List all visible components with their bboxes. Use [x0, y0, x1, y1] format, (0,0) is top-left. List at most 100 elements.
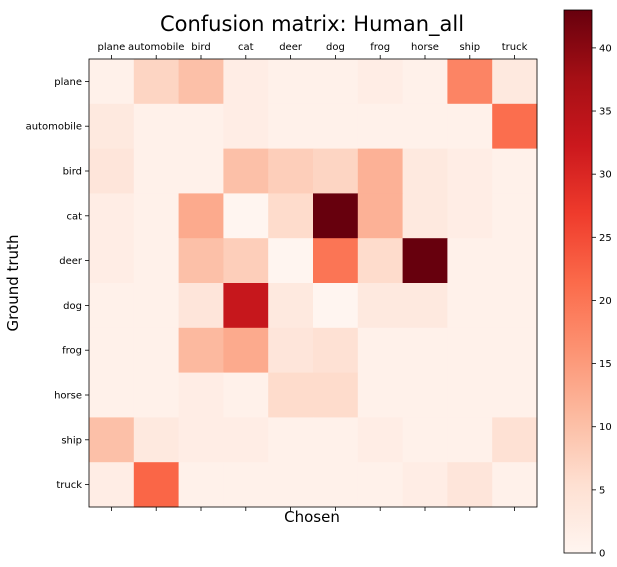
heatmap-cells: [89, 59, 538, 508]
y-tick-label-plane: plane: [54, 77, 82, 88]
heatmap-cell-plane-truck: [492, 59, 538, 105]
heatmap-cell-cat-bird: [178, 193, 224, 239]
heatmap-cell-plane-bird: [178, 59, 224, 105]
heatmap-cell-bird-truck: [492, 148, 538, 194]
heatmap-cell-horse-frog: [357, 372, 404, 418]
y-tick-label-horse: horse: [54, 391, 82, 402]
y-axis-label: Ground truth: [4, 235, 22, 332]
heatmap-cell-deer-cat: [223, 238, 269, 284]
x-tick-label-plane: plane: [98, 42, 126, 53]
heatmap-cell-plane-frog: [357, 59, 404, 105]
plot-frame: [88, 58, 538, 508]
heatmap-cell-truck-frog: [357, 462, 404, 508]
heatmap-cell-ship-automobile: [133, 417, 180, 463]
heatmap-cell-ship-plane: [89, 417, 135, 463]
x-tick-label-deer: deer: [279, 42, 303, 53]
heatmap-cell-deer-automobile: [133, 238, 180, 284]
heatmap-cell-ship-dog: [313, 417, 359, 463]
x-tick-label-cat: cat: [238, 42, 254, 53]
heatmap-cell-truck-truck: [492, 462, 538, 508]
heatmap-cell-horse-automobile: [133, 372, 180, 418]
colorbar-ticks: 0 5 10 15 20 25 30 35 40: [592, 43, 612, 560]
heatmap-cell-automobile-automobile: [133, 103, 180, 150]
colorbar: 0 5 10 15 20 25 30 35 40: [563, 9, 612, 560]
heatmap-cell-dog-deer: [268, 283, 314, 329]
heatmap-cell-ship-frog: [357, 417, 404, 463]
heatmap-cell-deer-ship: [447, 238, 493, 284]
heatmap-cell-bird-horse: [402, 148, 448, 194]
heatmap-cell-plane-plane: [89, 59, 135, 105]
heatmap-cell-truck-dog: [313, 462, 359, 508]
heatmap-cell-plane-ship: [447, 59, 493, 105]
heatmap-cell-plane-cat: [223, 59, 269, 105]
heatmap-cell-cat-ship: [447, 193, 493, 239]
heatmap-cell-frog-horse: [402, 327, 448, 374]
heatmap-cell-frog-bird: [178, 327, 224, 374]
heatmap-cell-frog-truck: [492, 327, 538, 374]
heatmap-cell-horse-bird: [178, 372, 224, 418]
heatmap-cell-bird-automobile: [133, 148, 180, 194]
heatmap-cell-truck-cat: [223, 462, 269, 508]
x-tick-label-horse: horse: [411, 42, 439, 53]
heatmap-cell-ship-horse: [402, 417, 448, 463]
heatmap-cell-bird-deer: [268, 148, 314, 194]
heatmap-cell-cat-automobile: [133, 193, 180, 239]
heatmap-cell-horse-cat: [223, 372, 269, 418]
x-tick-label-ship: ship: [459, 42, 480, 53]
colorbar-tick-label: 40: [599, 43, 612, 54]
colorbar-tick-label: 35: [599, 107, 612, 118]
x-tick-label-dog: dog: [326, 42, 345, 53]
x-ticks: plane automobile bird cat deer dog frog horse sh…: [98, 42, 528, 511]
heatmap-cell-dog-cat: [223, 283, 269, 329]
y-tick-label-deer: deer: [59, 256, 83, 267]
chart-title: Confusion matrix: Human_all: [160, 12, 464, 37]
colorbar-tick-label: 5: [599, 485, 605, 496]
heatmap-cell-dog-bird: [178, 283, 224, 329]
heatmap-cell-bird-bird: [178, 148, 224, 194]
heatmap-cell-bird-dog: [313, 148, 359, 194]
colorbar-tick-label: 15: [599, 359, 612, 370]
heatmap-cell-bird-ship: [447, 148, 493, 194]
x-tick-label-automobile: automobile: [128, 42, 184, 53]
heatmap-cell-dog-automobile: [133, 283, 180, 329]
y-tick-label-automobile: automobile: [26, 122, 82, 133]
heatmap-cell-truck-automobile: [133, 462, 180, 508]
heatmap-cell-deer-bird: [178, 238, 224, 284]
heatmap-cell-automobile-ship: [447, 103, 493, 150]
heatmap-cell-ship-bird: [178, 417, 224, 463]
heatmap-cell-plane-horse: [402, 59, 448, 105]
y-tick-label-frog: frog: [62, 346, 82, 357]
x-tick-label-bird: bird: [191, 42, 210, 53]
heatmap-cell-ship-cat: [223, 417, 269, 463]
heatmap-cell-bird-frog: [357, 148, 404, 194]
heatmap-cell-automobile-horse: [402, 103, 448, 150]
heatmap-cell-horse-dog: [313, 372, 359, 418]
heatmap-cell-dog-truck: [492, 283, 538, 329]
heatmap-cell-ship-truck: [492, 417, 538, 463]
heatmap-cell-plane-dog: [313, 59, 359, 105]
heatmap-cell-horse-plane: [89, 372, 135, 418]
heatmap-cell-automobile-frog: [357, 103, 404, 150]
heatmap-cell-cat-cat: [223, 193, 269, 239]
heatmap-cell-automobile-truck: [492, 103, 538, 150]
heatmap-cell-deer-horse: [402, 238, 448, 284]
heatmap-cell-plane-deer: [268, 59, 314, 105]
heatmap-cell-deer-frog: [357, 238, 404, 284]
heatmap-cell-frog-plane: [89, 327, 135, 374]
heatmap-cell-deer-deer: [268, 238, 314, 284]
heatmap-cell-deer-plane: [89, 238, 135, 284]
heatmap-cell-ship-ship: [447, 417, 493, 463]
y-tick-label-ship: ship: [61, 435, 82, 446]
colorbar-tick-label: 30: [599, 170, 612, 181]
heatmap-cell-frog-automobile: [133, 327, 180, 374]
y-tick-label-dog: dog: [63, 301, 82, 312]
y-tick-label-bird: bird: [63, 167, 82, 178]
heatmap-cell-frog-deer: [268, 327, 314, 374]
heatmap-cell-deer-truck: [492, 238, 538, 284]
heatmap-cell-cat-deer: [268, 193, 314, 239]
heatmap-cell-dog-ship: [447, 283, 493, 329]
heatmap-cell-cat-horse: [402, 193, 448, 239]
heatmap-cell-dog-frog: [357, 283, 404, 329]
y-tick-label-truck: truck: [56, 480, 82, 491]
